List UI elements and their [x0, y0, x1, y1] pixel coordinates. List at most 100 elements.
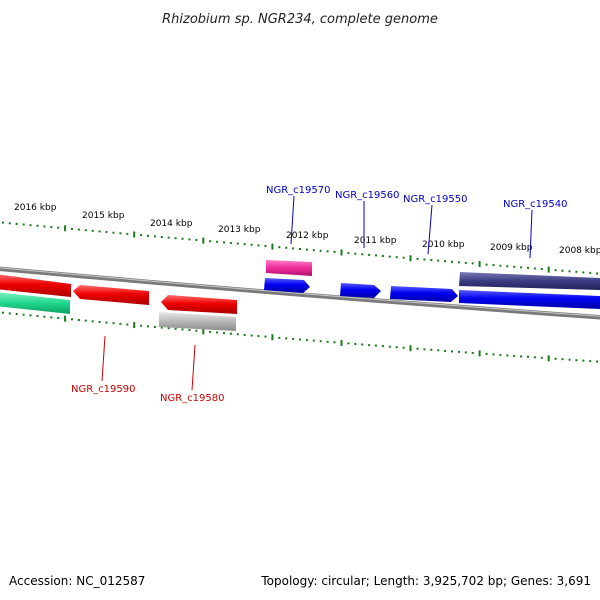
minor-tick — [8, 312, 11, 315]
minor-tick — [50, 226, 53, 229]
minor-tick — [582, 359, 585, 362]
minor-tick — [423, 258, 426, 261]
minor-tick — [250, 243, 253, 246]
minor-tick — [375, 344, 377, 347]
accession-text: Accession: NC_012587 — [9, 574, 146, 588]
gene-arrow-ngr-c19560[interactable] — [340, 283, 381, 298]
gene-label-forward[interactable]: NGR_c19540 — [503, 199, 568, 210]
gene-label-reverse[interactable]: NGR_c19580 — [160, 393, 225, 404]
minor-tick — [464, 261, 467, 264]
pseudogene-feature-navy[interactable] — [459, 272, 600, 290]
minor-tick — [119, 232, 122, 235]
minor-tick — [347, 342, 350, 345]
minor-tick — [195, 329, 198, 332]
minor-tick — [285, 246, 288, 249]
minor-tick — [388, 255, 391, 258]
minor-tick — [589, 360, 592, 363]
minor-tick — [513, 265, 516, 268]
kbp-label: 2013 kbp — [218, 225, 261, 235]
minor-tick — [209, 330, 212, 333]
gene-arrow-ngr-c19580[interactable] — [161, 295, 237, 314]
minor-tick — [430, 348, 433, 351]
gene-arrow-offscreen-left[interactable] — [0, 274, 71, 297]
minor-tick — [112, 322, 115, 325]
gene-label-group: NGR_c19570 NGR_c19560 NGR_c19550 NGR_c19… — [71, 185, 568, 404]
minor-tick — [347, 252, 350, 255]
major-tick — [271, 334, 274, 341]
topology-text: Topology: circular; Length: 3,925,702 bp… — [261, 574, 591, 588]
minor-tick — [582, 271, 585, 274]
pseudogene-feature-teal[interactable] — [0, 292, 70, 314]
minor-tick — [236, 333, 239, 336]
minor-tick — [153, 326, 156, 328]
minor-tick — [98, 320, 101, 323]
minor-tick — [209, 240, 212, 243]
minor-tick — [167, 327, 170, 330]
minor-tick — [105, 231, 108, 233]
minor-tick — [8, 222, 11, 225]
minor-tick — [77, 228, 80, 231]
gene-label-forward[interactable]: NGR_c19570 — [266, 185, 331, 196]
minor-tick — [499, 264, 502, 267]
pseudogene-feature-grey[interactable] — [159, 312, 236, 331]
gene-arrow-ngr-c19540[interactable] — [459, 290, 600, 309]
kbp-label: 2011 kbp — [354, 236, 397, 246]
minor-tick — [368, 253, 371, 256]
kbp-label: 2012 kbp — [286, 231, 329, 241]
minor-tick — [167, 236, 170, 239]
minor-tick — [188, 329, 191, 332]
minor-tick — [540, 268, 543, 270]
minor-tick — [195, 239, 198, 241]
minor-tick — [229, 332, 232, 335]
minor-tick — [333, 250, 336, 253]
minor-tick — [299, 338, 301, 341]
minor-tick — [22, 223, 25, 226]
minor-tick — [485, 352, 488, 355]
minor-tick — [236, 242, 239, 245]
leader-line — [101, 335, 106, 382]
minor-tick — [444, 349, 447, 352]
label-leader-lines — [101, 195, 533, 391]
gene-arrow-ngr-c19570[interactable] — [264, 278, 310, 293]
major-tick — [133, 231, 136, 238]
minor-tick — [333, 341, 336, 344]
leader-line — [290, 195, 295, 245]
minor-tick — [243, 333, 246, 336]
gene-arrow-ngr-c19590[interactable] — [73, 285, 149, 305]
minor-tick — [285, 337, 288, 340]
minor-tick — [84, 319, 87, 322]
minor-tick — [188, 238, 191, 241]
kbp-label: 2014 kbp — [150, 219, 193, 229]
minor-tick — [499, 353, 502, 356]
minor-tick — [319, 340, 322, 343]
gene-label-forward[interactable]: NGR_c19550 — [403, 194, 468, 205]
minor-tick — [43, 225, 46, 228]
major-tick — [409, 345, 412, 352]
minor-tick — [305, 248, 308, 251]
pseudogene-feature-pink[interactable] — [266, 260, 312, 276]
minor-tick — [471, 262, 474, 265]
kbp-label: 2010 kbp — [422, 240, 465, 250]
minor-tick — [181, 328, 184, 331]
minor-tick — [77, 319, 80, 321]
minor-tick — [451, 260, 453, 263]
minor-tick — [381, 255, 384, 257]
gene-label-reverse[interactable]: NGR_c19590 — [71, 384, 136, 395]
minor-tick — [292, 247, 295, 250]
minor-tick — [533, 356, 536, 359]
minor-tick — [388, 345, 391, 348]
minor-tick — [250, 334, 253, 337]
minor-tick — [71, 318, 73, 321]
gene-label-forward[interactable]: NGR_c19560 — [335, 190, 400, 201]
major-tick — [547, 266, 550, 273]
minor-tick — [492, 264, 495, 267]
gene-arrow-ngr-c19550[interactable] — [390, 286, 458, 302]
minor-tick — [160, 236, 163, 238]
minor-tick — [312, 249, 315, 252]
minor-tick — [451, 350, 453, 353]
minor-tick — [126, 232, 129, 235]
minor-tick — [416, 347, 419, 350]
minor-tick — [457, 261, 460, 264]
major-tick — [478, 261, 481, 267]
major-tick — [133, 322, 136, 329]
